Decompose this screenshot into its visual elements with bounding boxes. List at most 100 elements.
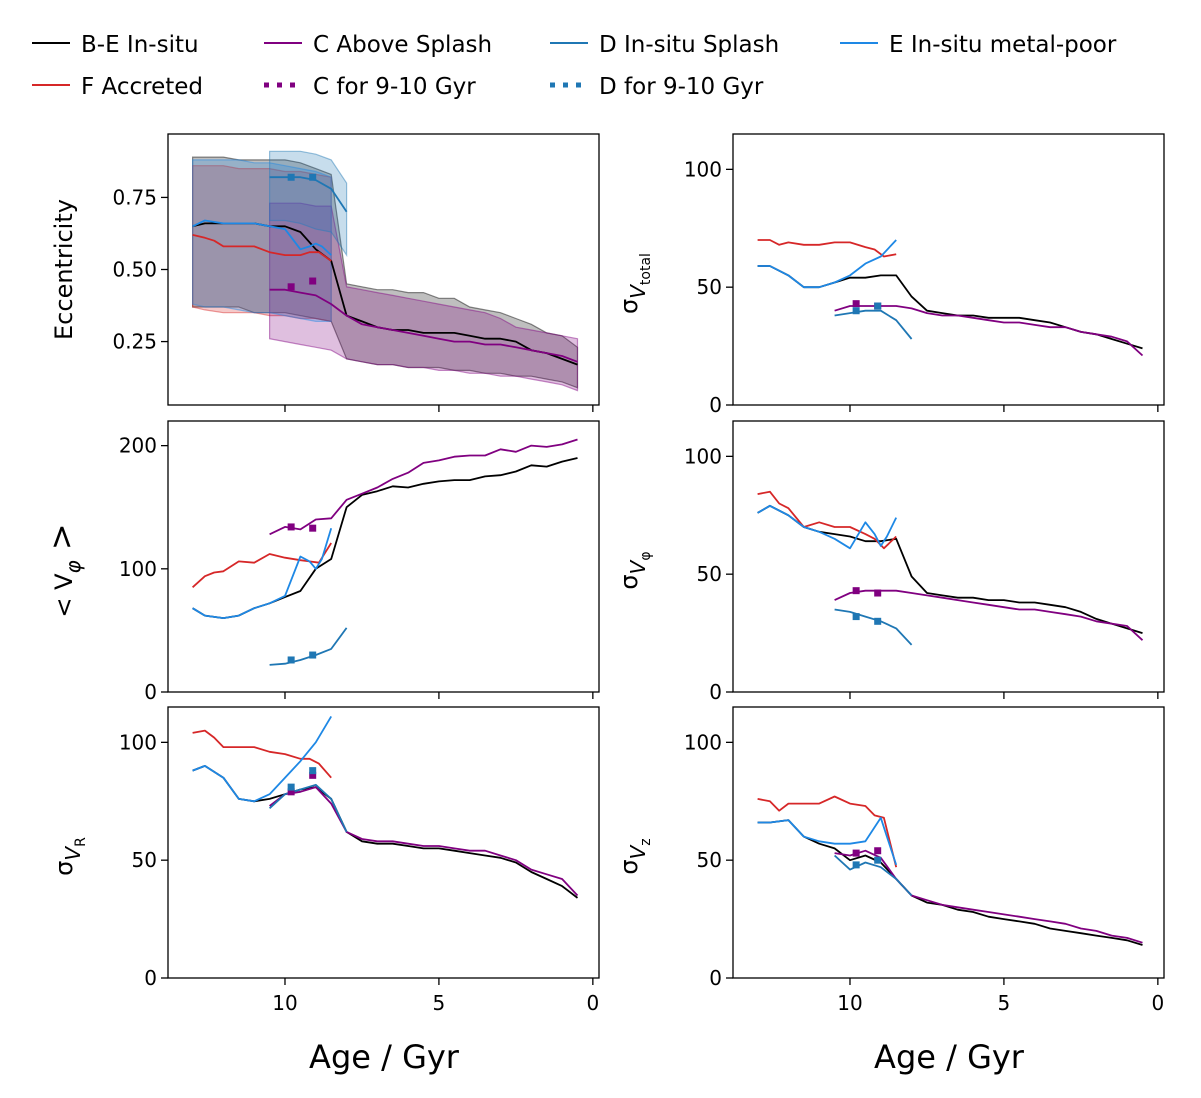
marker-d-for-9-10-gyr — [852, 861, 860, 869]
axes-frame — [167, 706, 600, 979]
marker-c-for-9-10-gyr — [852, 300, 860, 308]
panel-sigma_total: 0 50 100 σVtotal — [615, 133, 1165, 417]
y-tick-label: 200 — [119, 434, 157, 458]
legend-entry-f-accreted: F Accreted — [32, 74, 203, 100]
plot-area — [757, 795, 1143, 946]
series-d-in-situ-splash — [269, 176, 348, 213]
panels: 0.250.500.75Eccentricity050100σVtotal010… — [42, 133, 1165, 1015]
marker-d-for-9-10-gyr — [852, 307, 860, 315]
marker-c-for-9-10-gyr — [309, 771, 317, 779]
series-c-above-splash — [269, 288, 578, 363]
series-c-above-splash — [269, 438, 578, 536]
axes-frame — [167, 420, 600, 693]
plot-area — [757, 239, 1144, 357]
y-tick-label: 0.25 — [112, 330, 157, 354]
legend-label: C Above Splash — [313, 32, 492, 58]
x-tick-label: 10 — [272, 991, 297, 1015]
series-b-e-in-situ — [192, 765, 579, 899]
y-axis-label: < Vφ > — [42, 523, 85, 617]
y-tick-label: 0 — [709, 393, 722, 417]
series-c-above-splash — [834, 589, 1144, 641]
x-tick-label: 0 — [586, 991, 599, 1015]
plot-area — [192, 150, 579, 392]
series-c-above-splash — [834, 849, 1143, 944]
legend-label: C for 9-10 Gyr — [313, 74, 476, 100]
axes-frame — [732, 706, 1165, 979]
marker-c-for-9-10-gyr — [287, 523, 295, 531]
series-b-e-in-situ — [757, 819, 1143, 946]
series-e-in-situ-metal-poor — [757, 504, 898, 550]
legend-entry-c-for-9-10-gyr: C for 9-10 Gyr — [264, 74, 476, 100]
y-axis-label: σVz — [615, 838, 654, 874]
y-axis-label: σVR — [50, 837, 89, 876]
series-f-accreted — [757, 490, 897, 550]
series-e-in-situ-metal-poor — [757, 239, 897, 289]
y-tick-label: 0.50 — [112, 258, 157, 282]
x-tick-label: 0 — [1151, 991, 1164, 1015]
series-f-accreted — [757, 795, 898, 868]
plot-area — [191, 438, 578, 666]
legend-entry-c-above-splash: C Above Splash — [264, 32, 492, 58]
series-e-in-situ-metal-poor — [192, 219, 332, 256]
marker-c-for-9-10-gyr — [852, 849, 860, 857]
legend-label: B-E In-situ — [81, 32, 199, 58]
y-tick-label: 100 — [684, 444, 722, 468]
marker-c-for-9-10-gyr — [287, 283, 295, 291]
series-e-in-situ-metal-poor — [192, 527, 333, 619]
panel-mean_vphi: 0 100 200 < Vφ > — [42, 420, 600, 704]
y-tick-label: 100 — [684, 157, 722, 181]
marker-c-for-9-10-gyr — [852, 587, 860, 595]
series-f-accreted — [192, 729, 332, 779]
y-tick-label: 0.75 — [112, 185, 157, 209]
y-tick-label: 50 — [697, 848, 722, 872]
series-d-in-situ-splash — [834, 309, 913, 340]
series-e-in-situ-metal-poor — [757, 816, 898, 866]
marker-c-for-9-10-gyr — [287, 788, 295, 796]
x-tick-label: 5 — [433, 991, 446, 1015]
y-tick-label: 0 — [709, 966, 722, 990]
legend-label: E In-situ metal-poor — [889, 32, 1117, 58]
y-tick-label: 0 — [709, 680, 722, 704]
series-e-in-situ-metal-poor — [192, 715, 332, 803]
plot-area — [757, 490, 1144, 646]
x-axis-label-right: Age / Gyr — [874, 1038, 1025, 1076]
series-b-e-in-situ — [757, 504, 1143, 634]
y-tick-label: 100 — [119, 557, 157, 581]
y-tick-label: 50 — [132, 848, 157, 872]
marker-d-for-9-10-gyr — [287, 173, 295, 181]
marker-c-for-9-10-gyr — [874, 589, 882, 597]
series-b-e-in-situ — [192, 457, 578, 619]
y-tick-label: 100 — [684, 730, 722, 754]
panel-ecc: 0.25 0.50 0.75 Eccentricity — [50, 133, 600, 412]
y-axis-label: σVtotal — [615, 253, 654, 314]
series-f-accreted — [192, 234, 332, 262]
plot-area — [192, 715, 579, 899]
series-f-accreted — [757, 239, 897, 258]
legend-entry-b-e-in-situ: B-E In-situ — [32, 32, 199, 58]
legend: B-E In-situ C Above Splash D In-situ Splas… — [32, 32, 1117, 100]
marker-d-for-9-10-gyr — [309, 173, 317, 181]
series-c-above-splash — [834, 305, 1144, 357]
y-tick-label: 50 — [697, 562, 722, 586]
panel-sigma_vphi: 0 50 100 σVφ — [615, 420, 1165, 704]
series-d-in-situ-splash — [833, 854, 913, 897]
marker-d-for-9-10-gyr — [874, 617, 882, 625]
legend-label: D for 9-10 Gyr — [599, 74, 764, 100]
y-tick-label: 100 — [119, 730, 157, 754]
marker-c-for-9-10-gyr — [309, 524, 317, 532]
marker-d-for-9-10-gyr — [287, 783, 295, 791]
legend-label: D In-situ Splash — [599, 32, 779, 58]
marker-d-for-9-10-gyr — [309, 651, 317, 659]
marker-d-for-9-10-gyr — [309, 767, 317, 775]
band-e-in-situ-metal-poor — [192, 159, 332, 322]
series-c-above-splash — [269, 786, 579, 897]
y-axis-label: σVφ — [615, 551, 654, 589]
marker-d-for-9-10-gyr — [852, 613, 860, 621]
legend-label: F Accreted — [81, 74, 203, 100]
band-f-accreted — [192, 165, 332, 323]
y-tick-label: 0 — [144, 966, 157, 990]
legend-entry-e-in-situ-metal-poor: E In-situ metal-poor — [840, 32, 1117, 58]
series-f-accreted — [191, 542, 332, 588]
